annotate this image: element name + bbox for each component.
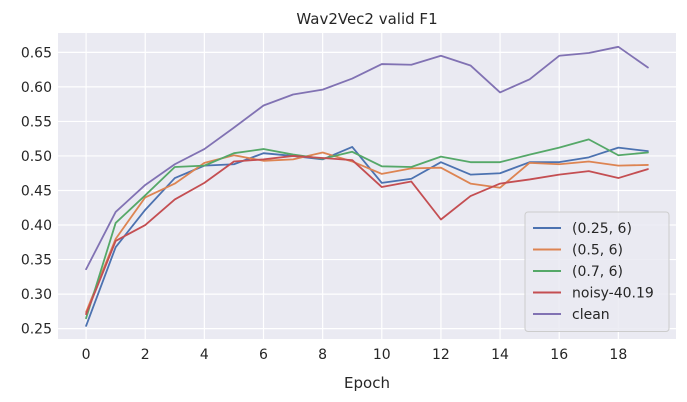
- x-tick-label: 2: [141, 347, 150, 363]
- legend: (0.25, 6) (0.5, 6) (0.7, 6) noisy-40.19 clea…: [524, 211, 670, 332]
- legend-entry: (0.5, 6): [572, 243, 623, 259]
- series-line-0: [85, 146, 649, 327]
- legend-entry: clean: [572, 307, 610, 323]
- y-tick-label: 0.25: [21, 322, 52, 338]
- x-tick-label: 8: [318, 347, 327, 363]
- y-tick-label: 0.35: [21, 253, 52, 269]
- series-lines: [85, 45, 649, 327]
- x-tick-label: 18: [609, 347, 627, 363]
- chart-title: Wav2Vec2 valid F1: [296, 10, 437, 28]
- legend-entry: (0.7, 6): [572, 264, 623, 280]
- x-tick-label: 4: [200, 347, 209, 363]
- x-tick-label: 6: [259, 347, 268, 363]
- y-tick-labels: 0.25 0.30 0.35 0.40 0.45 0.50 0.55 0.60 0.65: [21, 45, 52, 337]
- series-line-3: [85, 155, 649, 316]
- x-axis-label: Epoch: [344, 374, 390, 392]
- series-line-2: [85, 138, 649, 320]
- series-line-1: [85, 151, 649, 313]
- y-tick-label: 0.65: [21, 45, 52, 61]
- y-tick-label: 0.30: [21, 287, 52, 303]
- x-tick-labels: 0 2 4 6 8 10 12 14 16 18: [82, 347, 628, 363]
- y-tick-label: 0.55: [21, 114, 52, 130]
- x-tick-label: 10: [373, 347, 391, 363]
- y-tick-label: 0.50: [21, 149, 52, 165]
- x-tick-label: 0: [82, 347, 91, 363]
- x-tick-label: 16: [550, 347, 568, 363]
- legend-entry: noisy-40.19: [572, 286, 654, 302]
- legend-entry: (0.25, 6): [572, 221, 632, 237]
- x-tick-label: 12: [432, 347, 450, 363]
- y-tick-label: 0.60: [21, 80, 52, 96]
- y-tick-label: 0.45: [21, 183, 52, 199]
- series-line-4: [85, 45, 649, 271]
- y-tick-label: 0.40: [21, 218, 52, 234]
- x-tick-label: 14: [491, 347, 509, 363]
- legend-box: [524, 211, 670, 332]
